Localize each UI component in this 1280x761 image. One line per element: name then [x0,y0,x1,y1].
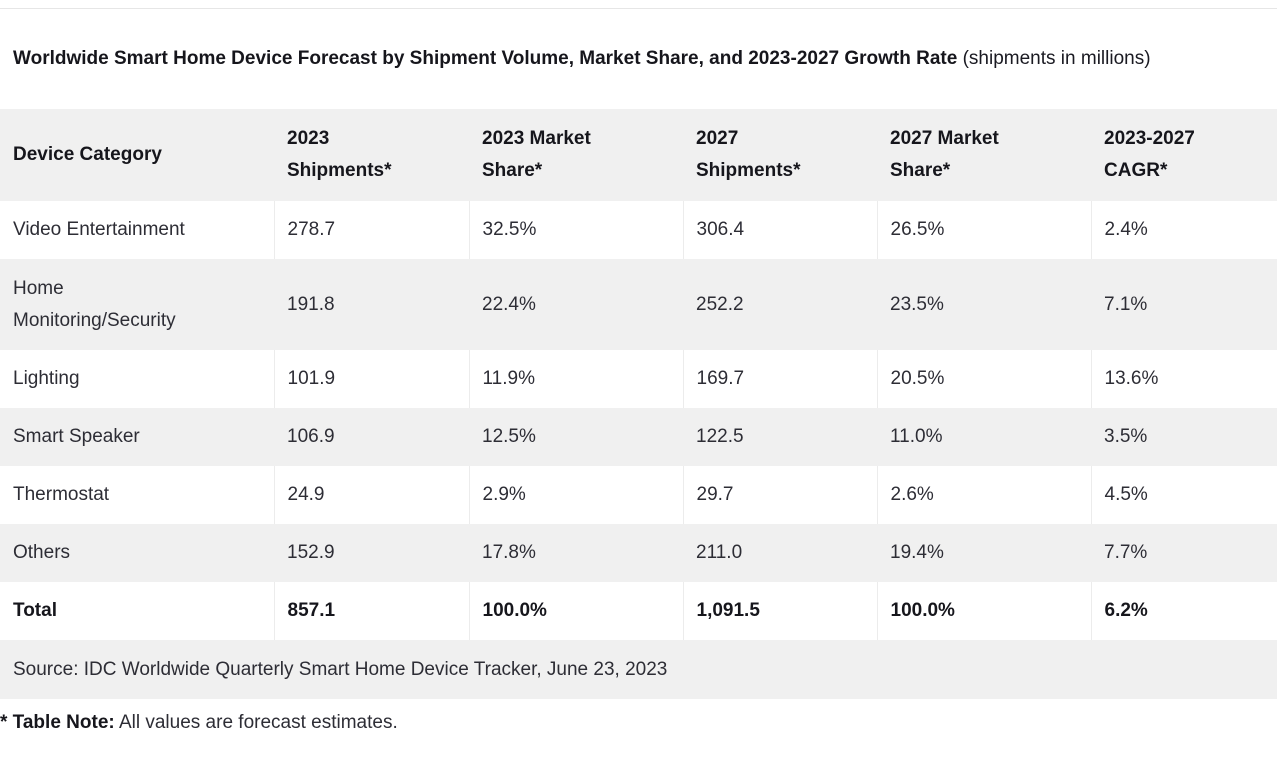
column-header-2023-market-share: 2023 Market Share* [469,109,683,201]
table-cell: 100.0% [468,582,683,640]
table-cell: 12.5% [469,408,683,466]
table-row: Home Monitoring/Security 191.8 22.4% 252.2 23… [0,259,1278,350]
table-cell: 11.0% [877,408,1091,466]
table-cell: Thermostat [0,466,274,524]
table-note-label: * Table Note: [0,712,115,733]
table-title: Worldwide Smart Home Device Forecast by … [13,47,958,69]
table-cell: 3.5% [1091,408,1278,466]
table-cell: 4.5% [1090,466,1278,524]
table-cell: 1,091.5 [682,582,877,640]
table-row-total: Total 857.1 100.0% 1,091.5 100.0% 6.2% [0,582,1278,640]
table-cell: 101.9 [273,350,469,408]
forecast-table-container: Worldwide Smart Home Device Forecast by … [0,8,1278,699]
table-cell: 191.8 [274,259,469,350]
column-header-2023-shipments: 2023 Shipments* [274,109,469,201]
table-cell: 24.9 [273,466,469,524]
table-note: * Table Note: All values are forecast es… [0,712,398,734]
column-header-device-category: Device Category [0,109,274,201]
forecast-table: Worldwide Smart Home Device Forecast by … [0,8,1278,699]
column-header-2027-market-share: 2027 Market Share* [877,109,1091,201]
table-cell: 29.7 [682,466,877,524]
table-cell: 7.7% [1091,524,1278,582]
table-note-text: All values are forecast estimates. [118,712,398,733]
table-caption-row: Worldwide Smart Home Device Forecast by … [0,8,1278,109]
table-cell: 306.4 [682,201,877,259]
table-cell: 13.6% [1090,350,1278,408]
table-source-row: Source: IDC Worldwide Quarterly Smart Ho… [0,640,1278,699]
table-cell: 6.2% [1090,582,1278,640]
table-cell: 23.5% [877,259,1091,350]
table-cell: Home Monitoring/Security [0,259,274,350]
table-row: Smart Speaker 106.9 12.5% 122.5 11.0% 3.5% [0,408,1278,466]
table-cell: Others [0,524,274,582]
table-cell: 2.6% [876,466,1091,524]
table-cell: 32.5% [468,201,683,259]
column-header-cagr: 2023-2027 CAGR* [1091,109,1278,201]
table-caption: Worldwide Smart Home Device Forecast by … [0,8,1278,109]
table-header-row: Device Category 2023 Shipments* 2023 Mark… [0,109,1278,201]
table-cell: 122.5 [683,408,877,466]
table-cell: 7.1% [1091,259,1278,350]
table-cell: 252.2 [683,259,877,350]
table-row: Thermostat 24.9 2.9% 29.7 2.6% 4.5% [0,466,1278,524]
table-cell: 22.4% [469,259,683,350]
column-header-2027-shipments: 2027 Shipments* [683,109,877,201]
table-cell: 278.7 [273,201,469,259]
table-cell: 211.0 [683,524,877,582]
table-cell: Lighting [0,350,274,408]
table-cell: 106.9 [274,408,469,466]
table-cell: 169.7 [682,350,877,408]
table-row: Video Entertainment 278.7 32.5% 306.4 26.5% 2… [0,201,1278,259]
table-cell: 19.4% [877,524,1091,582]
table-cell: 20.5% [876,350,1091,408]
table-cell: 2.4% [1090,201,1278,259]
table-row: Others 152.9 17.8% 211.0 19.4% 7.7% [0,524,1278,582]
table-row: Lighting 101.9 11.9% 169.7 20.5% 13.6% [0,350,1278,408]
table-cell: 26.5% [876,201,1091,259]
table-cell: 100.0% [876,582,1091,640]
table-cell: 2.9% [468,466,683,524]
table-cell: Total [0,582,274,640]
table-source: Source: IDC Worldwide Quarterly Smart Ho… [0,640,1278,699]
table-cell: Smart Speaker [0,408,274,466]
table-cell: 17.8% [469,524,683,582]
table-body: Video Entertainment 278.7 32.5% 306.4 26.5% 2… [0,201,1278,699]
table-title-units: (shipments in millions) [962,47,1151,69]
table-cell: 152.9 [274,524,469,582]
table-cell: 857.1 [273,582,469,640]
table-cell: Video Entertainment [0,201,274,259]
table-cell: 11.9% [468,350,683,408]
